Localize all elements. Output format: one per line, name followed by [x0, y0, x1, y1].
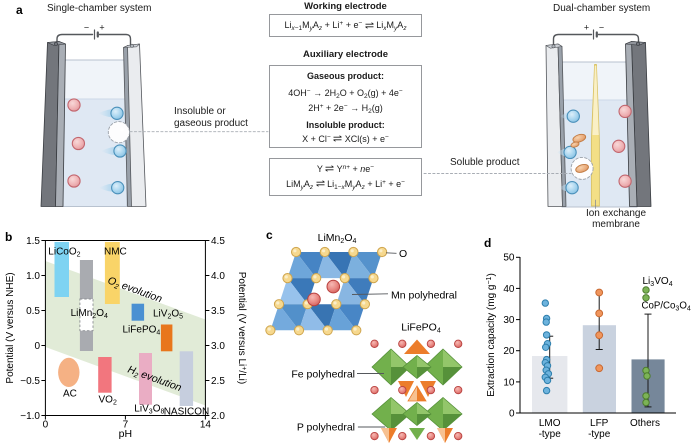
svg-text:+: + — [99, 23, 104, 33]
svg-text:3.5: 3.5 — [211, 306, 225, 317]
svg-text:-type: -type — [588, 429, 611, 440]
svg-text:−: − — [84, 23, 89, 33]
svg-text:LFP: LFP — [590, 418, 609, 429]
svg-text:14: 14 — [200, 420, 212, 431]
svg-text:NMC: NMC — [104, 247, 127, 258]
svg-text:Others: Others — [630, 418, 660, 429]
svg-text:−: − — [599, 23, 604, 33]
svg-text:1.5: 1.5 — [26, 236, 40, 247]
svg-text:7: 7 — [123, 420, 129, 431]
svg-text:−1.0: −1.0 — [20, 411, 40, 422]
svg-text:4.5: 4.5 — [211, 236, 225, 247]
svg-text:CoP/Co3 O4: CoP/Co3 O4 — [642, 301, 691, 313]
svg-text:LiV3 O8: LiV3 O8 — [134, 404, 164, 416]
svg-text:50: 50 — [503, 253, 515, 264]
svg-text:O: O — [399, 248, 407, 260]
svg-text:2.5: 2.5 — [211, 376, 225, 387]
svg-text:0: 0 — [43, 420, 49, 431]
svg-text:Extraction capacity (mg g−1): Extraction capacity (mg g−1) — [486, 273, 497, 397]
svg-text:40: 40 — [503, 284, 515, 295]
svg-text:0.5: 0.5 — [26, 306, 40, 317]
svg-text:AC: AC — [63, 389, 77, 400]
svg-text:LiFePO4: LiFePO4 — [123, 325, 161, 337]
svg-text:P polyhedral: P polyhedral — [297, 422, 355, 434]
svg-text:-type: -type — [539, 429, 562, 440]
svg-text:Potential (V versus NHE): Potential (V versus NHE) — [5, 272, 16, 383]
svg-text:2.0: 2.0 — [211, 411, 225, 422]
svg-text:LMO: LMO — [539, 418, 561, 429]
svg-text:+: + — [584, 23, 589, 33]
svg-text:Li3 VO4: Li3 VO4 — [643, 276, 673, 288]
svg-text:0: 0 — [509, 408, 515, 419]
svg-text:LiCoO2: LiCoO2 — [48, 247, 80, 259]
svg-text:10: 10 — [503, 377, 515, 388]
svg-text:LiFePO4: LiFePO4 — [401, 322, 441, 335]
svg-text:LiV2 O5: LiV2 O5 — [153, 309, 183, 321]
svg-text:LiMn2 O4: LiMn2 O4 — [71, 308, 108, 320]
svg-text:VO2: VO2 — [99, 395, 117, 407]
svg-text:LiMn2 O4: LiMn2 O4 — [318, 232, 357, 245]
svg-text:−0.5: −0.5 — [20, 376, 40, 387]
svg-text:pH: pH — [119, 428, 132, 440]
svg-text:30: 30 — [503, 315, 515, 326]
svg-text:4.0: 4.0 — [211, 271, 225, 282]
svg-text:Potential (V versus Li+/Li): Potential (V versus Li+/Li) — [236, 272, 247, 385]
svg-text:NASICON: NASICON — [164, 407, 210, 418]
svg-text:Fe polyhedral: Fe polyhedral — [291, 369, 355, 381]
svg-text:1.0: 1.0 — [26, 271, 40, 282]
svg-text:3.0: 3.0 — [211, 341, 225, 352]
svg-text:0: 0 — [34, 341, 40, 352]
svg-text:Mn polyhedral: Mn polyhedral — [391, 290, 457, 302]
svg-text:20: 20 — [503, 346, 515, 357]
